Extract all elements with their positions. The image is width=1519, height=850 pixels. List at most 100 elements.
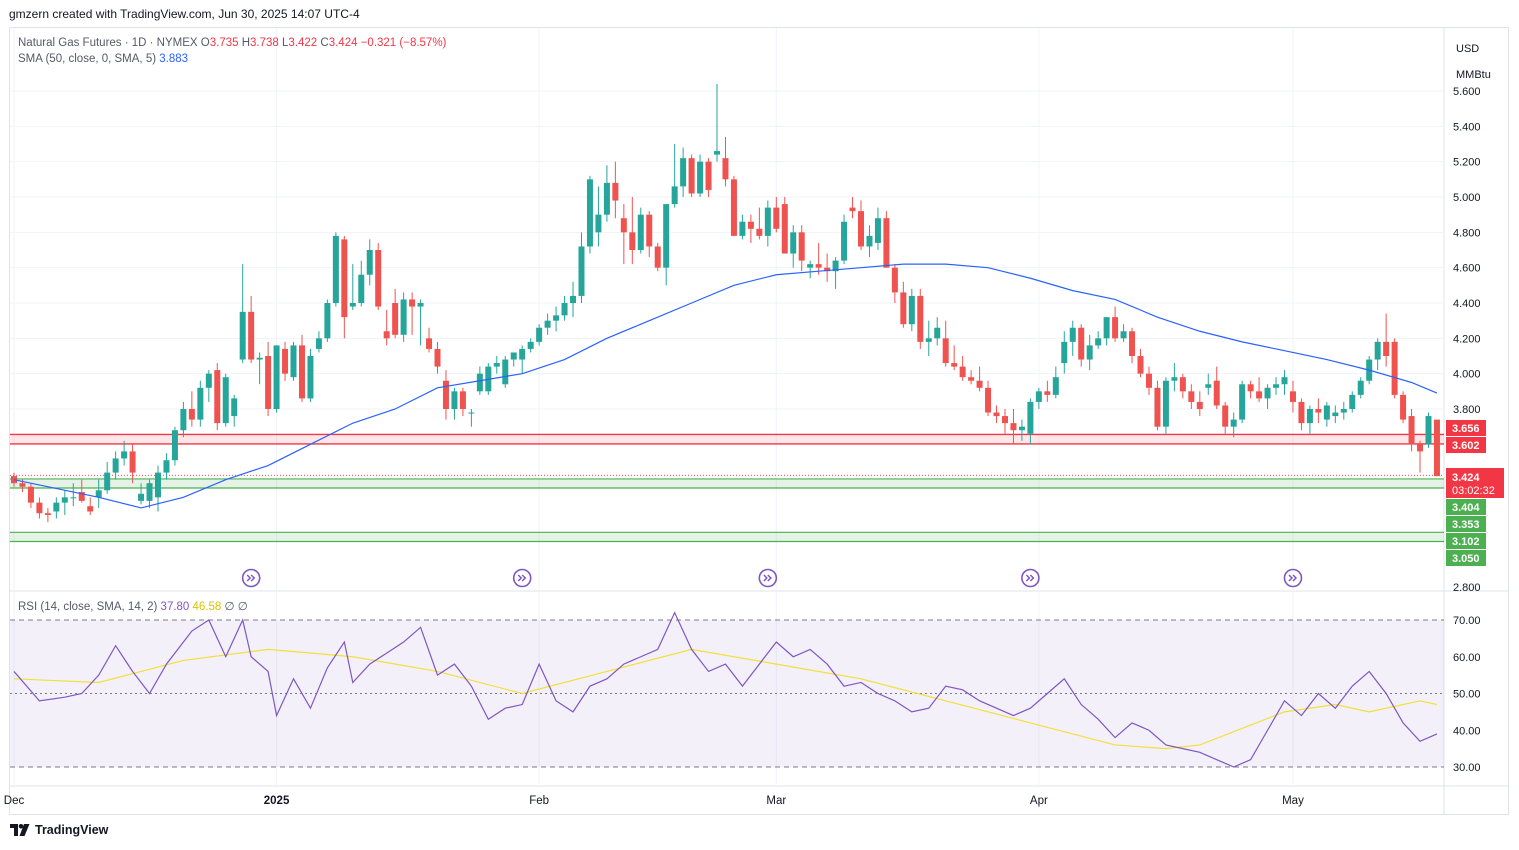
- candle-body: [324, 303, 331, 339]
- candle-body: [1349, 394, 1356, 409]
- price-tick-label: 5.000: [1453, 192, 1481, 204]
- candle-body: [688, 158, 695, 194]
- candle-body: [714, 151, 721, 155]
- candle-body: [722, 158, 729, 180]
- candle-body: [78, 492, 85, 501]
- candle-body: [874, 218, 881, 243]
- candle-body: [341, 239, 348, 318]
- candle-body: [1129, 331, 1136, 356]
- event-marker-icon[interactable]: [1283, 568, 1303, 588]
- candle-body: [730, 179, 737, 236]
- event-marker-icon[interactable]: [241, 568, 261, 588]
- candle-body: [121, 451, 128, 459]
- candle-body: [1256, 391, 1263, 399]
- countdown-label: 03:02:32: [1452, 485, 1495, 497]
- sma-label[interactable]: SMA (50, close, 0, SMA, 5): [18, 53, 157, 65]
- currency-label: USD: [1456, 43, 1480, 55]
- candle-body: [603, 182, 610, 215]
- resistance-zone: [10, 434, 1444, 444]
- candle-body: [1298, 401, 1305, 424]
- support-label-bg: [1446, 533, 1486, 549]
- candle-body: [290, 345, 297, 378]
- candle-body: [612, 182, 619, 201]
- price-tick-label: 5.200: [1453, 157, 1481, 169]
- candle-body: [129, 451, 136, 473]
- candle-body: [1018, 426, 1025, 431]
- candle-body: [739, 221, 746, 236]
- candle-body: [1289, 391, 1296, 402]
- candle-body: [578, 246, 585, 296]
- candle-body: [773, 207, 780, 229]
- candle-body: [392, 303, 399, 335]
- candle-body: [1103, 317, 1110, 339]
- candle-body: [1069, 327, 1076, 342]
- symbol-title[interactable]: Natural Gas Futures · 1D · NYMEX: [18, 37, 198, 49]
- candle-body: [968, 377, 975, 381]
- support-label: 3.102: [1452, 536, 1480, 548]
- candle-body: [1264, 387, 1271, 399]
- support-label: 3.050: [1452, 553, 1480, 565]
- candle-body: [536, 327, 543, 342]
- rsi-tick-label: 50.00: [1453, 689, 1481, 701]
- candle-body: [19, 483, 26, 487]
- candle-body: [349, 303, 356, 307]
- candle-body: [1137, 356, 1144, 374]
- candles: [11, 83, 1440, 523]
- candle-body: [1247, 384, 1254, 392]
- candle-body: [468, 412, 475, 414]
- rsi-label[interactable]: RSI (14, close, SMA, 14, 2): [18, 601, 158, 613]
- candle-body: [214, 370, 221, 424]
- rsi-ma-value: 46.58: [192, 601, 222, 613]
- support-label-bg: [1446, 550, 1486, 566]
- candle-body: [527, 341, 534, 349]
- candle-body: [917, 295, 924, 342]
- event-marker-arrow: [1288, 574, 1298, 582]
- rsi-tick-label: 40.00: [1453, 725, 1481, 737]
- event-marker-icon[interactable]: [758, 568, 778, 588]
- candle-body: [1374, 341, 1381, 360]
- candle-body: [1400, 394, 1407, 420]
- candle-body: [154, 472, 161, 498]
- candle-body: [891, 267, 898, 293]
- candle-body: [1078, 327, 1085, 360]
- candle-body: [553, 315, 560, 321]
- candle-body: [544, 320, 551, 328]
- candle-body: [807, 264, 814, 268]
- candle-body: [476, 373, 483, 392]
- candle-body: [417, 303, 424, 307]
- rsi-line: [13, 611, 1438, 768]
- candle-body: [629, 232, 636, 250]
- candle-body: [1205, 384, 1212, 388]
- candle-body: [663, 204, 670, 268]
- candle-body: [180, 409, 187, 431]
- candle-body: [1417, 444, 1424, 452]
- candle-body: [866, 235, 873, 247]
- time-axis-label: Apr: [1030, 795, 1048, 807]
- candle-body: [1332, 412, 1339, 417]
- candle-body: [282, 348, 289, 374]
- rsi-tick-label: 60.00: [1453, 652, 1481, 664]
- footer-brand[interactable]: TradingView: [10, 823, 108, 837]
- candle-body: [1281, 377, 1288, 385]
- event-marker-icon[interactable]: [512, 568, 532, 588]
- candle-body: [790, 232, 797, 254]
- candle-body: [934, 327, 941, 339]
- support-label: 3.353: [1452, 519, 1480, 531]
- candle-body: [764, 207, 771, 236]
- candle-body: [1391, 341, 1398, 395]
- event-marker-icon[interactable]: [1021, 568, 1040, 588]
- candle-body: [273, 345, 280, 409]
- candle-body: [586, 179, 593, 247]
- candle-body: [222, 377, 229, 424]
- rsi-tick-label: 30.00: [1453, 762, 1481, 774]
- close-value: 3.424: [328, 37, 358, 49]
- candle-body: [900, 292, 907, 325]
- currency-unit[interactable]: USD MMBtu: [1456, 36, 1491, 88]
- support-zone: [10, 478, 1444, 488]
- open-value: 3.735: [209, 37, 239, 49]
- candle-body: [1171, 377, 1178, 381]
- candle-body: [27, 486, 34, 503]
- candle-body: [959, 366, 966, 378]
- candle-body: [908, 295, 915, 325]
